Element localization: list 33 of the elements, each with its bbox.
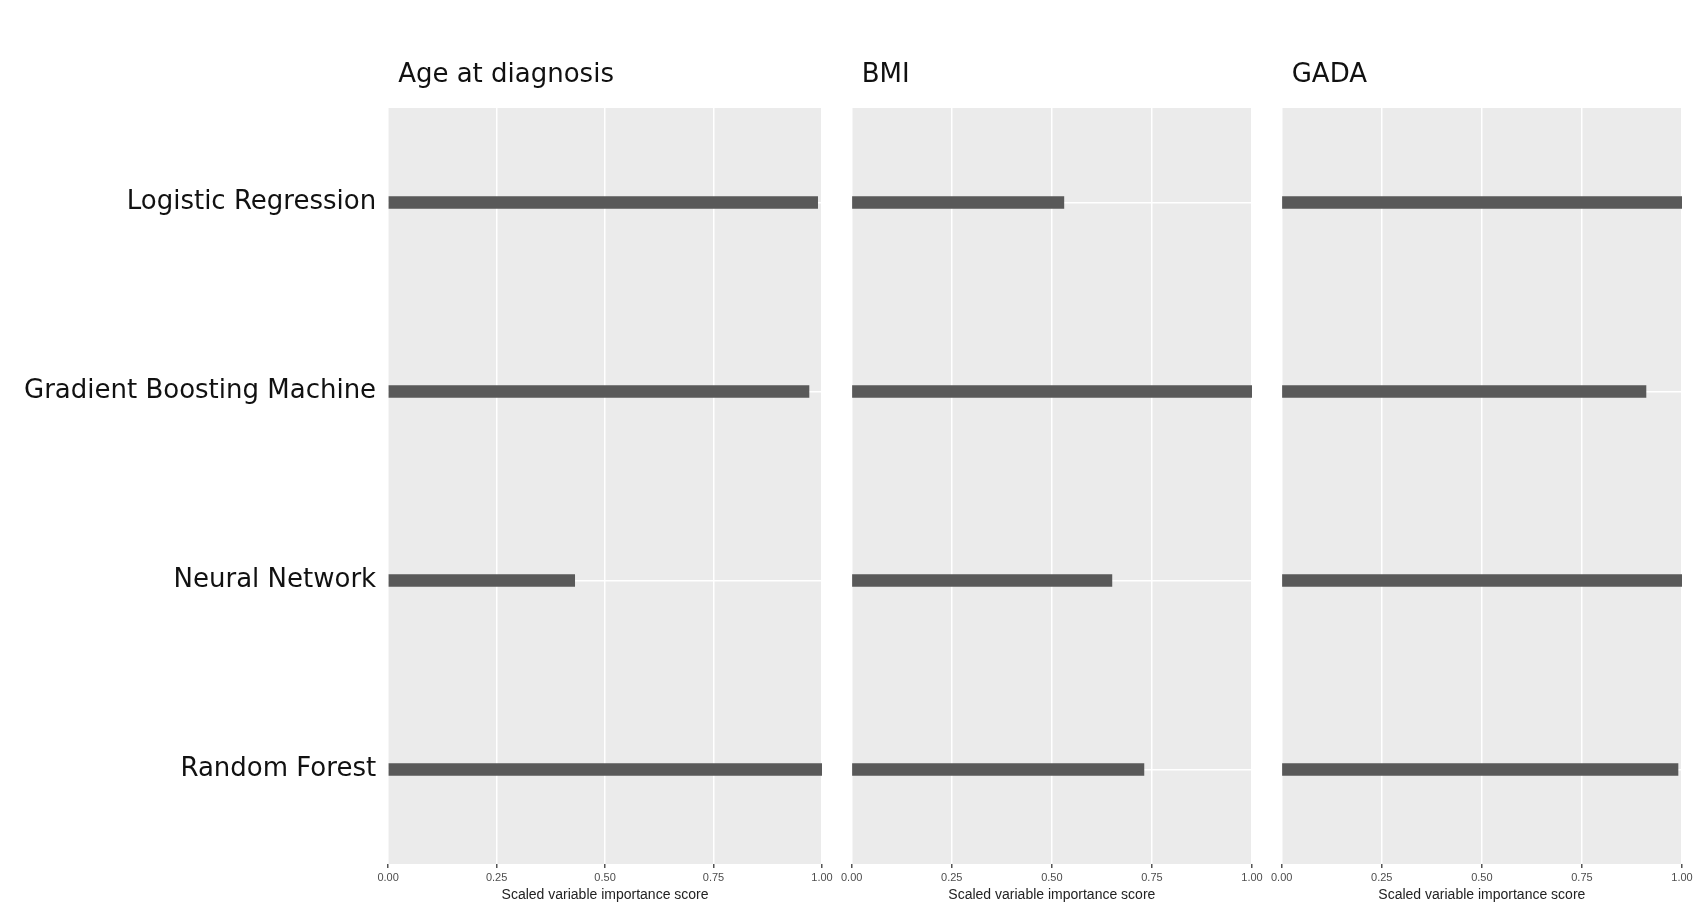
- bar: [852, 196, 1065, 209]
- bar: [852, 385, 1252, 398]
- x-tick-label: 0.75: [1141, 870, 1163, 883]
- bar: [388, 385, 810, 398]
- x-tick-label: 0.25: [1371, 870, 1393, 883]
- x-tick-label: 1.00: [811, 870, 833, 883]
- x-axis-title: Scaled variable importance score: [501, 886, 709, 903]
- chart-title: GADA: [1291, 58, 1368, 88]
- x-tick-label: 0.75: [1571, 870, 1593, 883]
- bar: [388, 763, 822, 776]
- bar: [852, 574, 1113, 587]
- x-tick-label: 0.50: [594, 870, 616, 883]
- x-tick-label: 0.50: [1471, 870, 1493, 883]
- x-tick-label: 0.50: [1041, 870, 1063, 883]
- chart-title: Age at diagnosis: [398, 58, 614, 88]
- x-axis-title: Scaled variable importance score: [948, 886, 1156, 903]
- y-tick-label: Random Forest: [180, 752, 377, 783]
- bar: [388, 196, 818, 209]
- y-tick-label: Neural Network: [173, 563, 377, 594]
- bar: [388, 574, 576, 587]
- x-tick-label: 0.00: [840, 870, 863, 883]
- x-tick-label: 0.25: [941, 870, 963, 883]
- x-tick-label: 0.25: [485, 870, 508, 883]
- x-tick-label: 1.00: [1671, 870, 1693, 883]
- y-tick-label: Logistic Regression: [126, 185, 377, 216]
- y-tick-label: Gradient Boosting Machine: [23, 374, 377, 405]
- x-tick-label: 0.00: [377, 870, 399, 883]
- x-tick-label: 0.75: [702, 870, 725, 883]
- bar: [852, 763, 1145, 776]
- chart-title: BMI: [861, 58, 910, 88]
- x-tick-label: 1.00: [1241, 870, 1263, 883]
- x-tick-label: 0.00: [1270, 870, 1293, 883]
- x-axis-title: Scaled variable importance score: [1378, 886, 1586, 903]
